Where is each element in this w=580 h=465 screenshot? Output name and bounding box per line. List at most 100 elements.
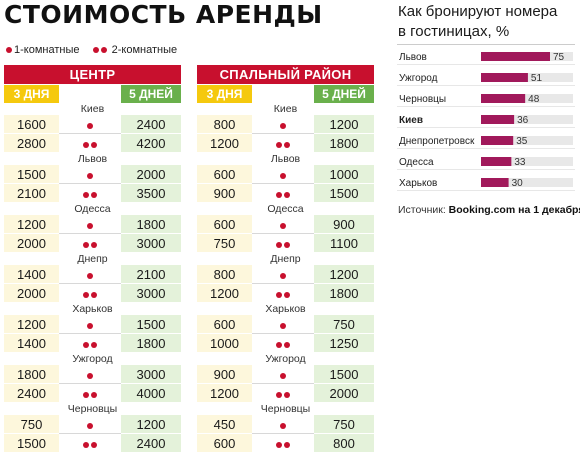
legend-two-room-label: 2-комнатные — [111, 44, 178, 56]
dot-icon — [100, 47, 107, 54]
dot-icon — [284, 141, 290, 148]
legend-one-room-label: 1-комнатные — [14, 44, 80, 56]
price-3-days: 2800 — [4, 134, 59, 153]
dot-icon — [280, 122, 286, 129]
price-5-days: 1500 — [121, 315, 181, 334]
table-row: 1500 2000 — [4, 165, 181, 184]
bar-chart-title-line1: Как бронируют номера — [398, 3, 558, 20]
table-row: 600 1000 — [197, 165, 374, 184]
bar — [481, 157, 512, 166]
table-row: 800 1200 — [197, 115, 374, 134]
room-type-indicator — [252, 134, 314, 153]
table-row: 900 1500 — [197, 365, 374, 384]
dot-icon — [87, 172, 93, 179]
column-5-days: 5 ДНЕЙ — [314, 85, 374, 103]
price-5-days: 1500 — [314, 184, 374, 203]
city-label: Киев — [80, 103, 105, 115]
table-row: 1200 2000 — [197, 384, 374, 403]
room-type-indicator — [59, 434, 121, 453]
dot-icon — [83, 441, 89, 448]
city-group: Ужгород 1800 3000 2400 4000 — [4, 353, 181, 403]
city-label: Харьков — [72, 303, 113, 315]
table-center: ЦЕНТР 3 ДНЯ 5 ДНЕЙ Киев 1600 2400 2800 4200 Л… — [4, 65, 181, 453]
bar-category-label: Ужгород — [399, 73, 438, 84]
table-row: 750 1200 — [4, 415, 181, 434]
bar — [481, 115, 515, 124]
dot-icon — [284, 191, 290, 198]
table-row: 1400 1800 — [4, 334, 181, 353]
legend: 1-комнатные 2-комнатные — [6, 44, 187, 56]
price-5-days: 1800 — [314, 284, 374, 303]
bar-track — [481, 115, 573, 124]
dot-icon — [276, 191, 282, 198]
city-label: Ужгород — [265, 353, 306, 365]
table-row: 1200 1500 — [4, 315, 181, 334]
room-type-indicator — [252, 315, 314, 334]
city-group: Ужгород 900 1500 1200 2000 — [197, 353, 374, 403]
price-3-days: 1200 — [4, 215, 59, 234]
dot-icon — [280, 372, 286, 379]
price-3-days: 600 — [197, 215, 252, 234]
table-row: 1200 1800 — [197, 134, 374, 153]
price-3-days: 2400 — [4, 384, 59, 403]
price-3-days: 600 — [197, 315, 252, 334]
bar-chart-title-line2: в гостиницах, — [398, 23, 492, 40]
dot-icon — [83, 391, 89, 398]
room-type-indicator — [59, 265, 121, 284]
price-5-days: 3000 — [121, 234, 181, 253]
price-5-days: 2400 — [121, 434, 181, 453]
price-3-days: 1200 — [197, 284, 252, 303]
source-name: Booking.com — [448, 204, 516, 216]
bar-track — [481, 157, 573, 166]
price-5-days: 1200 — [314, 115, 374, 134]
dot-icon — [284, 241, 290, 248]
price-3-days: 1500 — [4, 434, 59, 453]
city-label: Одесса — [74, 203, 111, 215]
table-row: 1800 3000 — [4, 365, 181, 384]
room-type-indicator — [252, 234, 314, 253]
price-5-days: 1800 — [121, 215, 181, 234]
price-3-days: 450 — [197, 415, 252, 434]
price-5-days: 750 — [314, 415, 374, 434]
price-3-days: 1200 — [4, 315, 59, 334]
table-row: 800 1200 — [197, 265, 374, 284]
bar-value-label: 33 — [514, 157, 526, 168]
bar-value-label: 35 — [516, 136, 528, 147]
bar — [481, 178, 509, 187]
bar-value-label: 48 — [528, 94, 540, 105]
price-3-days: 1200 — [197, 134, 252, 153]
city-group: Одесса 600 900 750 1100 — [197, 203, 374, 253]
bar-category-label: Киев — [399, 115, 423, 126]
dot-icon — [276, 141, 282, 148]
city-label: Днепр — [270, 253, 301, 265]
price-5-days: 4200 — [121, 134, 181, 153]
table-row: 1600 2400 — [4, 115, 181, 134]
page-title: СТОИМОСТЬ АРЕНДЫ — [4, 0, 323, 29]
table-row: 600 800 — [197, 434, 374, 453]
table-row: 1500 2400 — [4, 434, 181, 453]
bar-category-label: Одесса — [399, 157, 434, 168]
table-row: 1200 1800 — [4, 215, 181, 234]
room-type-indicator — [252, 215, 314, 234]
city-group: Черновцы 750 1200 1500 2400 — [4, 403, 181, 453]
room-type-indicator — [59, 234, 121, 253]
city-label: Киев — [273, 103, 298, 115]
city-label: Днепр — [77, 253, 108, 265]
price-5-days: 3000 — [121, 365, 181, 384]
column-3-days: 3 ДНЯ — [197, 85, 252, 103]
room-type-indicator — [59, 134, 121, 153]
dot-icon — [280, 422, 286, 429]
dot-icon — [276, 291, 282, 298]
price-5-days: 1800 — [314, 134, 374, 153]
dot-icon — [91, 341, 97, 348]
room-type-indicator — [59, 184, 121, 203]
dot-icon — [280, 172, 286, 179]
city-group: Киев 1600 2400 2800 4200 — [4, 103, 181, 153]
city-label: Черновцы — [67, 403, 118, 415]
city-group: Киев 800 1200 1200 1800 — [197, 103, 374, 153]
source-note: Источник: Booking.com на 1 декабря — [398, 204, 580, 216]
price-5-days: 1500 — [314, 365, 374, 384]
price-3-days: 1000 — [197, 334, 252, 353]
bar-track — [481, 178, 573, 187]
price-3-days: 1500 — [4, 165, 59, 184]
